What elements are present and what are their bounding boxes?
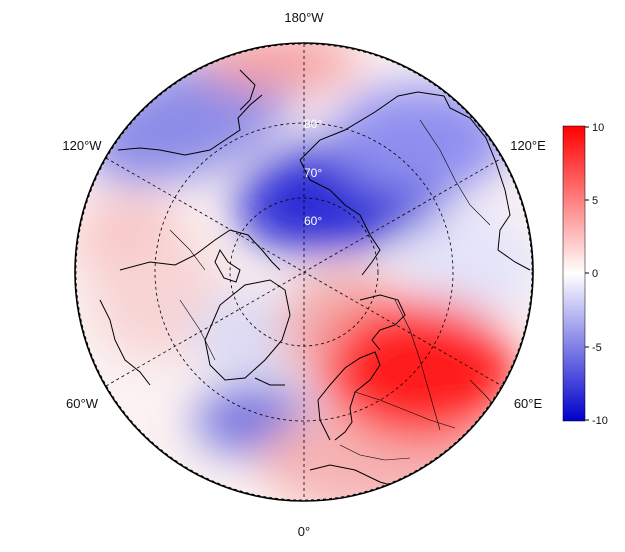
meridian-120w-60e bbox=[105, 157, 503, 387]
lon-label-180: 180°W bbox=[284, 10, 324, 25]
anomaly-field bbox=[76, 44, 532, 500]
latitude-circle-70 bbox=[154, 122, 454, 422]
bering-warm-area bbox=[200, 44, 360, 92]
latitude-circle-60 bbox=[75, 43, 533, 501]
lon-label-60w: 60°W bbox=[66, 396, 99, 411]
colorbar-tick-10: 10 bbox=[592, 122, 604, 134]
greenland-cold-area bbox=[190, 290, 310, 380]
colorbar-tick-0: 0 bbox=[592, 268, 598, 280]
borders bbox=[169, 119, 501, 461]
colorbar-tick-neg10: -10 bbox=[592, 415, 608, 427]
lat-label-60: 60° bbox=[304, 214, 322, 228]
lon-label-120w: 120°W bbox=[62, 138, 102, 153]
lat-label-80: 80° bbox=[304, 117, 322, 131]
map-boundary bbox=[74, 42, 534, 502]
colorbar-tick-5: 5 bbox=[592, 195, 598, 207]
lon-label-120e: 120°E bbox=[510, 138, 546, 153]
colorbar: 10 5 0 -5 -10 bbox=[562, 122, 608, 427]
colorbar-gradient bbox=[562, 125, 586, 422]
lon-label-0: 0° bbox=[298, 524, 310, 539]
lat-label-70: 70° bbox=[304, 166, 322, 180]
east-europe-warm-core bbox=[325, 300, 515, 440]
graticule bbox=[75, 43, 533, 501]
lon-label-60e: 60°E bbox=[514, 396, 543, 411]
colorbar-tick-neg5: -5 bbox=[592, 342, 602, 354]
